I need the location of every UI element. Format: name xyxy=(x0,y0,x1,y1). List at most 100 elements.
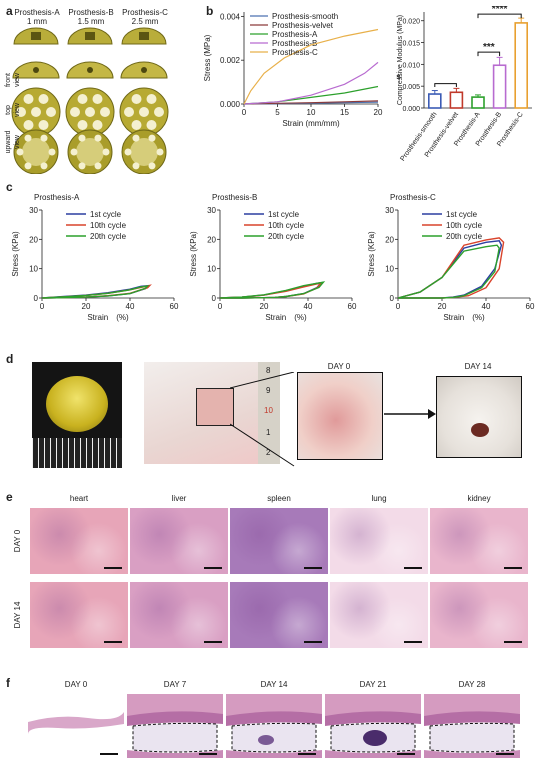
dome-hole xyxy=(33,67,39,73)
section-day-label: DAY 0 xyxy=(64,680,88,689)
panel-label-f: f xyxy=(6,676,10,690)
legend-entry: Prosthesis-smooth xyxy=(272,12,338,21)
tissue-row-label: DAY 14 xyxy=(13,601,22,628)
legend-entry: 20th cycle xyxy=(446,232,483,241)
y-tick-label: 0.005 xyxy=(402,84,420,91)
y-tick-label: 20 xyxy=(385,235,394,244)
category-label: Prosthesis-smooth xyxy=(399,111,438,163)
x-tick-label: 0 xyxy=(242,108,247,117)
section-drawing xyxy=(226,694,322,758)
upward-hole xyxy=(124,148,132,156)
series-line-3 xyxy=(41,285,150,299)
cyclic-chart-prosthesis-a: 0 20 40 60 0 10 20 30 Strain (%) Stress (KPa) Pros… xyxy=(11,193,179,322)
section-day-label: DAY 21 xyxy=(359,680,387,689)
top-hole xyxy=(23,94,34,105)
panel-label-a: a xyxy=(6,4,13,18)
x-axis-label: Strain (%) xyxy=(265,313,307,322)
top-hole xyxy=(100,107,110,117)
column-size: 1.5 mm xyxy=(77,17,105,26)
row-label-text: front xyxy=(5,73,12,87)
scale-bar xyxy=(204,567,222,569)
zoom-connector-lines xyxy=(230,372,295,467)
scale-bar xyxy=(298,753,316,755)
histology-image xyxy=(330,508,428,574)
day14-wound-photo xyxy=(436,376,522,458)
column-size: 2.5 mm xyxy=(131,17,159,26)
panel-label-e: e xyxy=(6,490,13,504)
tissue-band xyxy=(325,711,421,726)
upward-hole xyxy=(40,162,48,170)
cyclic-chart-prosthesis-c: 0 20 40 60 0 10 20 30 Strain (%) Stress (KPa) Pros… xyxy=(367,193,535,322)
series-line-4 xyxy=(243,61,379,105)
y-tick-label: 0.010 xyxy=(402,62,420,69)
y-tick-label: 0.000 xyxy=(402,106,420,113)
top-center-hole xyxy=(85,107,95,117)
upward-hole xyxy=(148,162,156,170)
top-hole xyxy=(124,107,134,117)
legend-entry: Prosthesis-C xyxy=(272,48,318,57)
tissue-section-image xyxy=(226,694,322,758)
ruler-number: 10 xyxy=(264,406,273,415)
row-label-text: view xyxy=(14,72,21,87)
tissue-section-image xyxy=(325,694,421,758)
dome-slot xyxy=(85,32,95,40)
dome-hole xyxy=(141,67,147,73)
top-hole xyxy=(23,119,34,130)
scale-bar xyxy=(397,753,415,755)
legend-entry: 20th cycle xyxy=(268,232,305,241)
upward-inner xyxy=(130,138,158,166)
upward-hole xyxy=(78,134,86,142)
row-label-text: view xyxy=(14,134,21,149)
scale-bar xyxy=(304,641,322,643)
dark-region xyxy=(363,730,387,746)
column-name: Prosthesis-C xyxy=(122,8,168,17)
y-tick-label: 10 xyxy=(385,265,394,274)
dome-slot xyxy=(139,32,149,40)
y-tick-label: 0 xyxy=(34,294,39,303)
upward-hole xyxy=(94,134,102,142)
x-tick-label: 20 xyxy=(260,302,269,311)
row-label-text: upward xyxy=(5,130,12,153)
y-tick-label: 10 xyxy=(207,265,216,274)
implant-region xyxy=(429,722,515,753)
bar-2 xyxy=(449,91,464,109)
y-tick-label: 30 xyxy=(385,206,394,215)
histology-image xyxy=(330,582,428,648)
section-drawing xyxy=(424,694,520,758)
prosthesis-disc xyxy=(46,376,108,432)
x-axis-label: Strain (mm/mm) xyxy=(282,119,340,128)
upward-hole xyxy=(78,162,86,170)
top-hole xyxy=(46,107,56,117)
y-tick-label: 30 xyxy=(207,206,216,215)
x-tick-label: 40 xyxy=(482,302,491,311)
bar-4 xyxy=(492,64,507,109)
upward-hole xyxy=(94,162,102,170)
top-hole xyxy=(146,94,157,105)
scale-bar xyxy=(404,641,422,643)
series-line-3 xyxy=(219,281,326,299)
y-tick-label: 20 xyxy=(207,235,216,244)
wound-spot xyxy=(471,423,489,437)
histology-image xyxy=(30,508,128,574)
stress-strain-chart: 0 5 10 15 20 0.000 0.002 0.004 Strain (mm/mm) Str… xyxy=(203,12,383,128)
upward-hole xyxy=(24,162,32,170)
scale-bar xyxy=(304,567,322,569)
histology-image xyxy=(230,508,328,574)
top-hole xyxy=(77,94,88,105)
ruler-strip: 8 9 10 1 2 xyxy=(258,362,280,464)
tissue-row-label: DAY 0 xyxy=(13,529,22,552)
upward-hole xyxy=(24,134,32,142)
upward-hole xyxy=(156,148,164,156)
dome-slot xyxy=(31,32,41,40)
chart-title: Prosthesis-B xyxy=(212,193,257,202)
sig-bracket-4 xyxy=(477,13,522,19)
scale-bar xyxy=(204,641,222,643)
prosthesis-photo xyxy=(32,362,122,468)
dark-region xyxy=(258,735,274,745)
legend-entry: 1st cycle xyxy=(268,210,300,219)
top-hole xyxy=(154,107,164,117)
y-tick-label: 0.020 xyxy=(402,19,420,26)
legend-entry: 1st cycle xyxy=(446,210,478,219)
tissue-lower xyxy=(127,750,223,758)
legend-entry: Prosthesis-B xyxy=(272,39,317,48)
